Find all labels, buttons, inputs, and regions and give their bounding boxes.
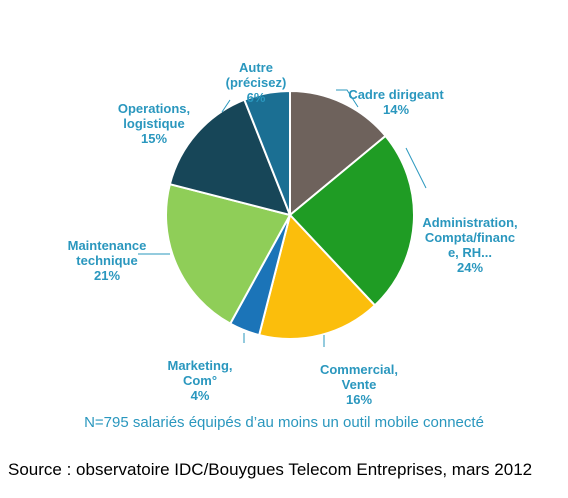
label-value: 6% [246,90,266,105]
label-maintenance: Maintenance technique 21% [54,223,160,298]
source-caption: Source : observatoire IDC/Bouygues Telec… [8,460,533,479]
label-value: 21% [93,268,121,283]
label-autre: Autre (précisez) 6% [218,45,294,120]
sample-note: N=795 salariés équipés d’au moins un out… [84,414,484,431]
label-text: Commercial, Vente [319,362,399,392]
pie-slice-4 [165,182,292,326]
label-cadre-dirigeant: Cadre dirigeant 14% [340,72,452,132]
leader-line-0 [336,89,359,108]
label-text: Operations, logistique [117,101,191,131]
label-operations: Operations, logistique 15% [102,86,206,161]
label-value: 14% [382,102,410,117]
label-administration: Administration, Compta/financ e, RH... 2… [413,200,527,290]
label-text: Administration, Compta/financ e, RH... [422,215,518,260]
leader-line-1 [405,147,427,189]
pie-slice-2 [257,212,377,340]
pie-slice-6 [243,89,291,216]
pie-slice-1 [288,134,415,307]
label-text: Autre (précisez) [225,60,287,90]
label-value: 4% [190,388,210,403]
label-value: 24% [456,260,484,275]
label-commercial: Commercial, Vente 16% [312,347,406,422]
label-marketing: Marketing, Com° 4% [150,343,250,403]
pie-chart [138,89,427,347]
label-text: Marketing, Com° [167,358,233,388]
label-text: Cadre dirigeant [348,87,444,102]
label-text: Maintenance technique [67,238,147,268]
pie-slice-0 [289,89,387,218]
label-value: 15% [140,131,168,146]
leader-line-5 [221,99,231,113]
pie-slice-5 [168,98,292,217]
label-value: 16% [345,392,373,407]
